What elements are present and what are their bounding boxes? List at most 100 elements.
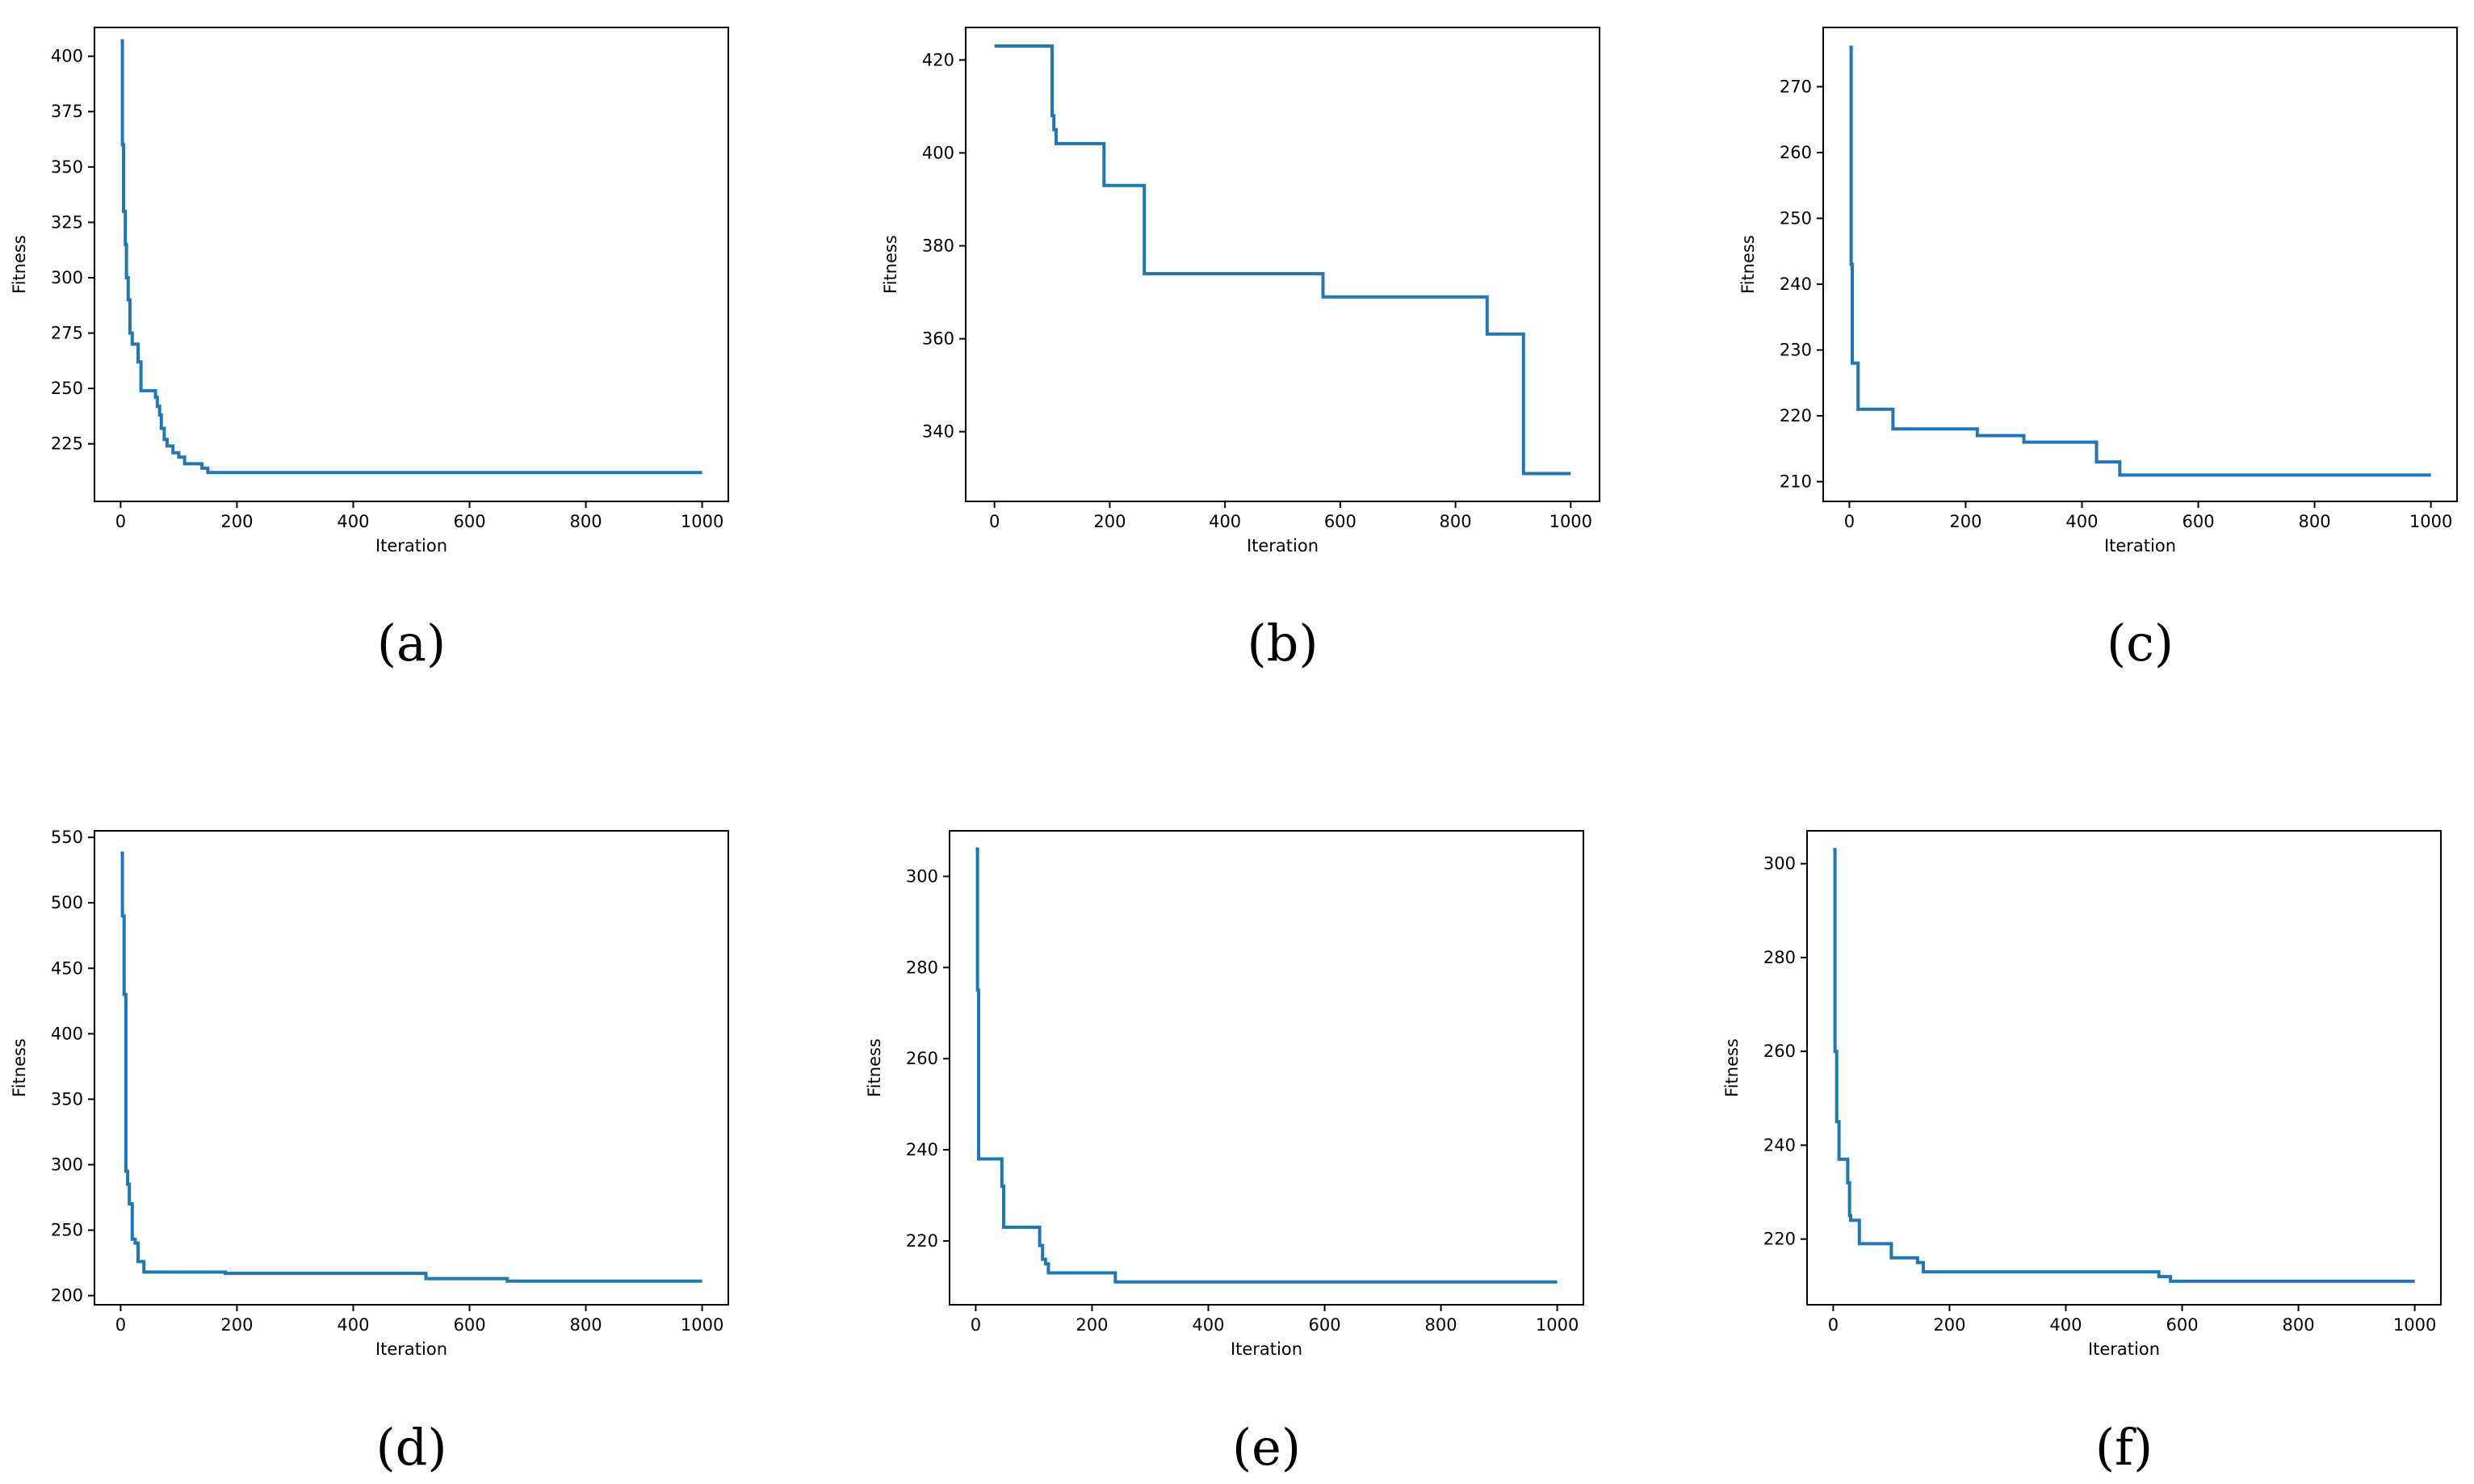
y-tick-label-d: 200 [51, 1286, 83, 1306]
series-line-c [1849, 45, 2431, 477]
x-axis-label-d: Iteration [375, 1339, 447, 1359]
y-tick-label-d: 400 [51, 1024, 83, 1043]
caption-d: (d) [375, 1418, 447, 1477]
chart-f: 0 200 400 600 800 1000 220 240 260 280 300 Iteratio… [1722, 830, 2442, 1477]
y-tick-label-f: 240 [1763, 1135, 1796, 1155]
series-line-e [975, 847, 1558, 1284]
plot-frame-f [1806, 830, 2442, 1306]
y-tick-label-e: 300 [906, 866, 938, 886]
x-tick-label-c: 800 [2299, 512, 2331, 531]
y-tick-label-a: 250 [51, 379, 83, 398]
caption-b: (b) [1247, 614, 1318, 673]
x-tick-label-e: 1000 [1536, 1315, 1579, 1335]
x-tick-label-c: 1000 [2409, 512, 2452, 531]
x-tick-label-d: 200 [220, 1315, 253, 1335]
y-tick-label-f: 260 [1763, 1042, 1796, 1061]
series-line-f [1833, 848, 2415, 1283]
y-tick-label-b: 340 [922, 422, 954, 442]
x-tick-label-c: 0 [1844, 512, 1855, 531]
y-axis-label-e: Fitness [865, 1038, 884, 1097]
y-tick-label-f: 220 [1763, 1230, 1796, 1249]
y-tick-label-a: 275 [51, 324, 83, 343]
x-tick-label-e: 400 [1192, 1315, 1224, 1335]
x-axis-label-e: Iteration [1231, 1339, 1302, 1359]
y-tick-label-e: 240 [906, 1140, 938, 1159]
x-tick-label-e: 200 [1076, 1315, 1108, 1335]
x-tick-label-a: 200 [220, 512, 253, 531]
y-tick-label-a: 325 [51, 212, 83, 232]
chart-e: 0 200 400 600 800 1000 220 240 260 280 300 Iteratio… [865, 830, 1584, 1477]
x-tick-label-b: 800 [1440, 512, 1472, 531]
x-tick-label-e: 800 [1425, 1315, 1457, 1335]
x-tick-label-a: 0 [115, 512, 126, 531]
series-line-d [120, 851, 702, 1283]
x-tick-label-f: 800 [2283, 1315, 2315, 1335]
y-tick-label-e: 260 [906, 1049, 938, 1068]
plot-frame-d [94, 830, 729, 1306]
y-tick-label-d: 350 [51, 1089, 83, 1109]
x-tick-label-b: 600 [1324, 512, 1357, 531]
x-axis-label-f: Iteration [2088, 1339, 2160, 1359]
x-tick-label-c: 200 [1949, 512, 1981, 531]
y-tick-label-c: 220 [1780, 406, 1812, 425]
y-axis-label-f: Fitness [1722, 1038, 1742, 1097]
x-tick-label-c: 400 [2065, 512, 2098, 531]
x-tick-label-e: 0 [971, 1315, 981, 1335]
y-axis-label-a: Fitness [10, 235, 29, 294]
caption-a: (a) [377, 614, 446, 673]
x-axis-label-a: Iteration [375, 536, 447, 555]
y-tick-label-d: 300 [51, 1155, 83, 1174]
y-tick-label-d: 550 [51, 828, 83, 847]
x-tick-label-b: 200 [1093, 512, 1126, 531]
x-tick-label-c: 600 [2182, 512, 2214, 531]
chart-d: 0 200 400 600 800 1000 200 250 300 350 400 450 500 55… [10, 828, 729, 1477]
x-axis-label-b: Iteration [1247, 536, 1319, 555]
x-axis-label-c: Iteration [2104, 536, 2176, 555]
x-tick-label-d: 1000 [681, 1315, 723, 1335]
y-axis-label-d: Fitness [10, 1038, 29, 1097]
x-tick-label-b: 400 [1209, 512, 1241, 531]
y-tick-label-d: 500 [51, 893, 83, 912]
y-axis-label-c: Fitness [1738, 235, 1758, 294]
x-tick-label-d: 400 [337, 1315, 369, 1335]
chart-a: 0 200 400 600 800 1000 225 250 275 300 325 350 375 40… [10, 27, 729, 673]
x-tick-label-f: 200 [1933, 1315, 1965, 1335]
y-tick-label-a: 350 [51, 157, 83, 177]
y-tick-label-f: 300 [1763, 854, 1796, 874]
y-tick-label-d: 250 [51, 1221, 83, 1240]
plot-frame-c [1822, 27, 2458, 502]
y-tick-label-c: 210 [1780, 472, 1812, 492]
caption-c: (c) [2107, 614, 2174, 673]
y-tick-label-a: 300 [51, 268, 83, 287]
y-tick-label-e: 220 [906, 1231, 938, 1251]
y-tick-label-c: 260 [1780, 143, 1812, 162]
x-tick-label-b: 1000 [1549, 512, 1592, 531]
plot-frame-b [965, 27, 1600, 502]
series-line-a [120, 39, 702, 475]
x-tick-label-d: 0 [115, 1315, 126, 1335]
x-tick-label-a: 800 [570, 512, 602, 531]
y-tick-label-d: 450 [51, 958, 83, 978]
caption-e: (e) [1232, 1418, 1301, 1477]
x-tick-label-f: 1000 [2393, 1315, 2436, 1335]
y-tick-label-c: 270 [1780, 77, 1812, 96]
y-tick-label-f: 280 [1763, 948, 1796, 967]
series-line-b [994, 44, 1571, 476]
y-tick-label-c: 230 [1780, 340, 1812, 359]
x-tick-label-d: 800 [570, 1315, 602, 1335]
y-tick-label-a: 400 [51, 47, 83, 66]
chart-b: 0 200 400 600 800 1000 340 360 380 400 420 Iteratio… [881, 27, 1600, 673]
y-tick-label-a: 375 [51, 102, 83, 121]
x-tick-label-f: 400 [2049, 1315, 2082, 1335]
y-tick-label-e: 280 [906, 958, 938, 977]
x-tick-label-f: 0 [1828, 1315, 1839, 1335]
y-axis-label-b: Fitness [881, 235, 900, 294]
x-tick-label-e: 600 [1308, 1315, 1340, 1335]
x-tick-label-a: 400 [337, 512, 369, 531]
x-tick-label-a: 1000 [681, 512, 723, 531]
x-tick-label-a: 600 [453, 512, 485, 531]
caption-f: (f) [2095, 1418, 2153, 1477]
plot-frame-e [949, 830, 1584, 1306]
x-tick-label-f: 600 [2166, 1315, 2198, 1335]
